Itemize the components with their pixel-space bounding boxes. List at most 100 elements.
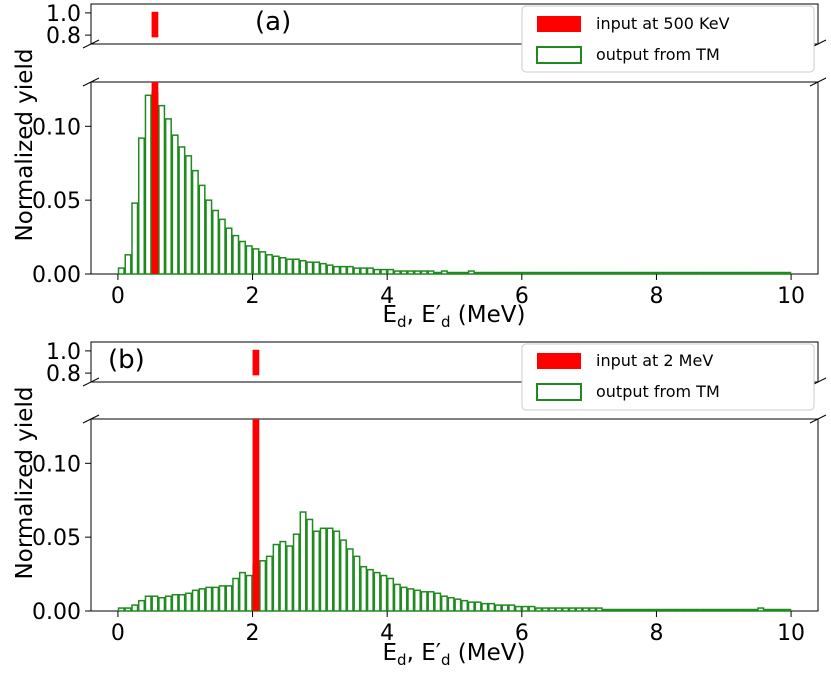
panel-a-output-bar [602,271,610,275]
panel-b-output-bar [501,604,509,612]
panel-a-legend-output-swatch [536,46,582,64]
panel-a-output-bar [245,245,253,275]
panel-b-legend-input-label: input at 2 MeV [596,351,713,370]
panel-b-output-bar [312,530,321,612]
panel-a-xtick-label: 0 [111,284,125,309]
panel-a-output-bar [178,146,186,275]
panel-b-ytick-label-upper: 1.0 [46,340,81,365]
panel-b-lower-frame [90,418,819,612]
panel-b-output-bar [454,598,462,612]
panel-b-output-bar [447,596,455,612]
panel-b-output-bar [757,607,765,612]
panel-a-output-bar [689,271,697,275]
panel-b-output-bar [353,555,361,612]
panel-a-output-bar [306,261,314,275]
panel-b-output-bar [346,548,354,612]
panel-b-output-bar [191,589,199,612]
panel-b-output-bar [407,588,415,612]
panel-a-output-bar [353,267,361,275]
panel-b-output-bar [360,565,368,612]
panel-a-output-bar [232,234,240,275]
panel-a-output-bar [501,271,509,275]
panel-a-output-bar [279,257,287,275]
panel-a-output-bar [582,271,590,275]
panel-b-output-bar [272,543,280,612]
panel-b-output-bar [649,608,657,612]
panel-b-output-bar [467,601,475,612]
panel-b-output-bar [737,608,745,612]
panel-a-legend-box [521,5,815,73]
panel-b-xtick-label: 0 [111,621,125,646]
panel-a-output-bar [777,271,785,275]
panel-a-break-mark [82,77,100,87]
panel-b-output-bar [124,607,132,612]
panel-a-output-bar [346,265,354,275]
panel-b-output-bars [117,511,792,612]
panel-b-output-bar [238,571,246,612]
panel-b-xtick-label: 10 [777,621,805,646]
panel-a-output-bar [541,271,549,275]
panel-b-output-bar [326,527,334,612]
panel-a-xtick-label: 6 [515,284,529,309]
panel-b-xtick-label: 4 [380,621,394,646]
panel-a-output-bar [286,258,294,275]
panel-b-output-bar [265,555,273,612]
panel-a-output-bar [730,271,738,275]
panel-b-output-bar [212,586,220,612]
panel-a-output-bar [299,259,307,275]
panel-a-output-bar [609,271,617,275]
panel-a-output-bar [521,271,529,275]
panel-a-axes: 0 2 4 6 8 10 0.00 0.05 0.10 1.00.8 [32,2,827,309]
panel-b-output-bar [373,571,381,612]
panel-a-output-bar [575,271,583,275]
panel-a-legend-input-swatch [537,16,581,32]
panel-b-output-bar [683,608,691,612]
panel-b-output-bar [703,608,711,612]
panel-b-output-bar [225,585,233,612]
panel-b-output-bar [535,607,543,612]
panel-b-output-bar [279,540,287,612]
panel-a-output-bar [312,261,321,275]
panel-a-output-bar [292,258,300,275]
panel-b-output-bar [198,588,206,612]
panel-a-ytick-label: 0.10 [32,115,81,140]
panel-b-output-bar [568,607,576,612]
panel-a-output-bar [366,267,374,275]
panel-a-output-bar [683,271,691,275]
panel-b-output-bar [339,539,347,612]
panel-b-output-bar [333,530,341,612]
panel-a-output-bar [562,271,570,275]
panel-a-input-bar-upper [151,11,159,38]
panel-a-output-bar [440,270,448,275]
panel-a-ytick-label: 0.00 [32,263,81,288]
panel-b-output-bar [696,608,704,612]
panel-a-output-bar [319,262,327,275]
panel-a-output-bar [636,271,644,275]
panel-b-output-bar [669,608,677,612]
panel-b-output-bar [319,527,327,612]
panel-a-output-bar [158,104,166,275]
panel-a-output-bar [272,255,280,275]
panel-b-output-bar [131,604,139,612]
panel-a-output-bar [656,271,664,275]
panel-a-output-bar [373,268,381,275]
panel-b-output-bar [636,608,644,612]
panel-a-output-bar [629,271,637,275]
panel-b-output-bar [575,607,583,612]
panel-a-label: (a) [255,7,291,37]
panel-a-output-bar [225,227,233,275]
panel-a-output-bar [743,271,751,275]
panel-b-input-bar-lower [252,419,260,611]
panel-b-output-bar [366,568,374,612]
panel-b-output-bar [292,533,300,612]
panel-a-output-bar [595,271,603,275]
panel-b-output-bar [158,596,166,612]
panel-b-output-bar [555,607,563,612]
panel-b-output-bar [380,574,388,612]
panel-b-output-bar [562,607,570,612]
panel-b-output-bar [245,574,253,612]
panel-a-output-bar [164,118,172,275]
panel-b-output-bar [521,605,529,612]
panel-b-output-bar [427,591,435,612]
panel-a-output-bar [568,271,576,275]
